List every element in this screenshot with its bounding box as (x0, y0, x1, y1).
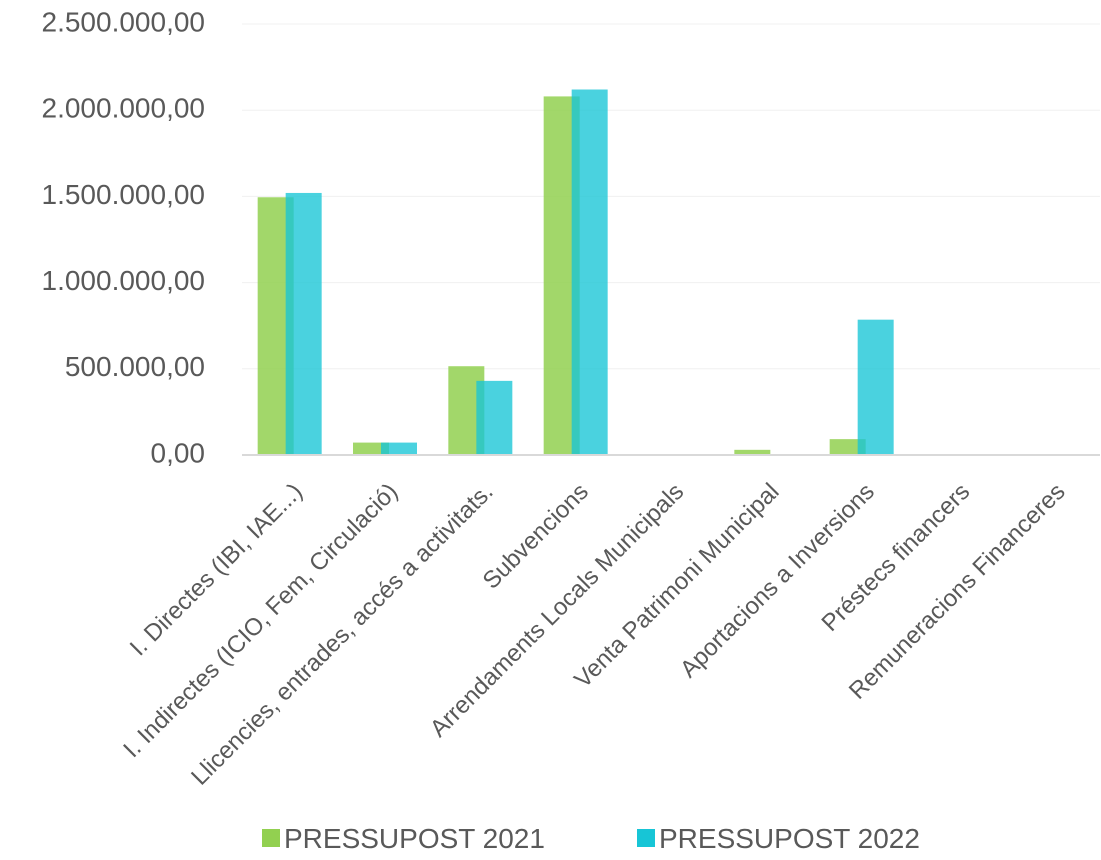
bar-pressupost-2021 (829, 439, 866, 455)
bar-pressupost-2022 (571, 89, 608, 456)
legend-swatch (637, 829, 655, 847)
y-tick-label: 1.500.000,00 (42, 179, 206, 210)
y-tick-label: 1.000.000,00 (42, 265, 206, 296)
y-tick-label: 2.500.000,00 (42, 6, 206, 37)
x-category-label: Aportacions a Inversions (675, 478, 880, 683)
bar-pressupost-2021 (353, 442, 389, 455)
y-tick-label: 500.000,00 (65, 351, 205, 382)
legend-label: PRESSUPOST 2021 (284, 823, 545, 854)
gridlines (242, 23, 1100, 370)
bar-pressupost-2021 (734, 449, 771, 455)
x-axis-category-labels: I. Directes (IBI, IAE...)I. Indirectes (… (118, 478, 1070, 790)
bar-pressupost-2022 (285, 192, 322, 455)
legend-swatch (262, 829, 280, 847)
bar-pressupost-2022 (476, 380, 513, 455)
y-tick-label: 0,00 (151, 437, 206, 468)
legend-label: PRESSUPOST 2022 (659, 823, 920, 854)
bar-pressupost-2022 (857, 319, 894, 455)
y-tick-label: 2.000.000,00 (42, 93, 206, 124)
x-category-label: I. Directes (IBI, IAE...) (125, 478, 308, 661)
legend: PRESSUPOST 2021 PRESSUPOST 2022 (262, 823, 920, 854)
bar-pressupost-2022 (381, 442, 417, 455)
y-axis-tick-labels: 0,00 500.000,00 1.000.000,00 1.500.000,00 2.… (42, 6, 206, 468)
bars (257, 89, 894, 456)
